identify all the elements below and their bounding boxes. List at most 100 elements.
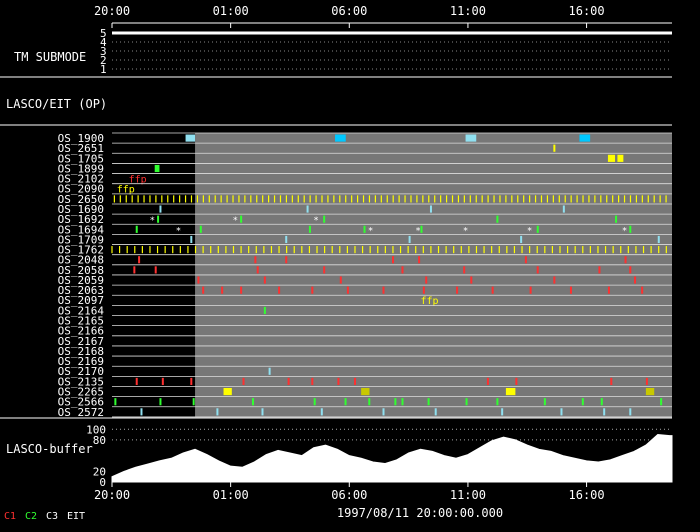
os-row: OS_1762 — [58, 244, 672, 257]
event-bar — [308, 225, 311, 233]
event-bar — [515, 377, 518, 385]
os-row-label: OS_1694 — [58, 223, 105, 236]
event-bar — [553, 144, 556, 152]
os-row-label: OS_2097 — [58, 294, 104, 307]
event-bar — [185, 134, 196, 142]
event-bar — [536, 225, 539, 233]
event-bar — [422, 286, 425, 294]
bottom-time-axis: 20:00 01:00 06:00 11:00 16:00 — [94, 482, 605, 502]
os-row: OS_2165 — [58, 315, 672, 328]
event-bar — [261, 408, 264, 416]
event-bar — [154, 164, 160, 173]
event-bar — [361, 388, 370, 396]
event-bar — [629, 408, 632, 416]
section-label: LASCO/EIT (OP) — [6, 97, 107, 111]
os-row-label: OS_2058 — [58, 264, 104, 277]
event-bar — [138, 256, 141, 264]
os-row-label: OS_2572 — [58, 406, 104, 419]
event-bar — [190, 235, 193, 244]
event-bar — [216, 408, 219, 416]
event-bar — [140, 408, 143, 416]
event-bar — [524, 256, 527, 264]
event-bar — [434, 408, 437, 416]
event-bar — [641, 286, 644, 294]
event-bar — [456, 286, 459, 294]
event-bar — [190, 377, 193, 385]
bottom-tick-label: 20:00 — [94, 488, 130, 502]
top-tick-label: 16:00 — [569, 4, 605, 18]
event-bar — [154, 266, 157, 274]
event-bar — [607, 286, 610, 294]
event-bar — [470, 276, 473, 284]
os-row: OS_2048 — [58, 254, 672, 267]
os-row: OS_2265 — [58, 386, 672, 399]
os-row: OS_1709 — [58, 233, 672, 246]
os-row: OS_2572 — [58, 406, 672, 419]
os-row: OS_2063 — [58, 284, 672, 297]
event-bar — [335, 134, 346, 142]
star-mark: * — [313, 216, 318, 226]
event-bar — [199, 225, 202, 233]
event-bar — [252, 398, 254, 406]
event-bar — [192, 398, 195, 406]
tm-level-label: 5 — [100, 27, 107, 40]
event-bar — [408, 235, 411, 244]
os-row-label: OS_2048 — [58, 254, 104, 267]
legend-item: C2 — [25, 511, 37, 522]
os-row-label: OS_1690 — [58, 203, 104, 216]
event-bar — [427, 398, 430, 406]
bottom-tick-label: 11:00 — [450, 488, 486, 502]
event-bar — [610, 377, 613, 385]
event-bar — [425, 276, 428, 284]
os-row-label: OS_2170 — [58, 365, 104, 378]
bottom-tick-label: 01:00 — [213, 488, 249, 502]
event-bar — [543, 398, 546, 406]
event-bar — [629, 225, 632, 233]
os-row: OS_2650 — [58, 193, 672, 206]
event-bar — [114, 398, 117, 406]
legend-item: EIT — [67, 511, 85, 522]
star-mark: * — [622, 226, 627, 236]
event-bar — [634, 276, 637, 284]
os-row: OS_2651 — [58, 142, 672, 155]
event-bar — [278, 286, 281, 294]
os-row: OS_2090 ffp — [58, 183, 672, 196]
event-bar — [311, 377, 314, 385]
os-row: OS_2059 — [58, 274, 672, 287]
event-bar — [491, 286, 494, 294]
star-mark: * — [150, 216, 155, 226]
event-bar — [553, 276, 556, 284]
os-row-label: OS_2566 — [58, 396, 104, 409]
buffer-tick-label: 100 — [86, 423, 106, 436]
star-mark: * — [176, 226, 181, 236]
os-row-label: OS_2650 — [58, 193, 104, 206]
event-bar — [268, 367, 271, 375]
event-bar — [240, 286, 243, 294]
os-row-label: OS_1692 — [58, 213, 104, 226]
event-bar — [418, 256, 421, 264]
event-bar — [159, 398, 162, 406]
ffp-note: ffp — [420, 296, 438, 307]
event-bar — [486, 377, 489, 385]
os-row-label: OS_1709 — [58, 233, 104, 246]
event-bar — [617, 154, 624, 162]
os-row: OS_2135 — [58, 375, 672, 388]
event-bar — [598, 266, 601, 274]
event-bar — [603, 408, 606, 416]
os-row: OS_2168 — [58, 345, 672, 358]
os-row: OS_1899 — [58, 162, 672, 175]
event-bar — [569, 286, 572, 294]
event-bar — [221, 286, 224, 294]
os-row-label: OS_2167 — [58, 335, 104, 348]
event-bar — [363, 225, 366, 233]
top-time-axis: 20:00 01:00 06:00 11:00 16:00 — [94, 4, 605, 28]
event-bar — [401, 266, 404, 274]
tm-level-label: 4 — [100, 36, 107, 49]
event-bar — [346, 286, 349, 294]
event-bar — [197, 276, 200, 284]
os-row-label: OS_2102 — [58, 173, 104, 186]
